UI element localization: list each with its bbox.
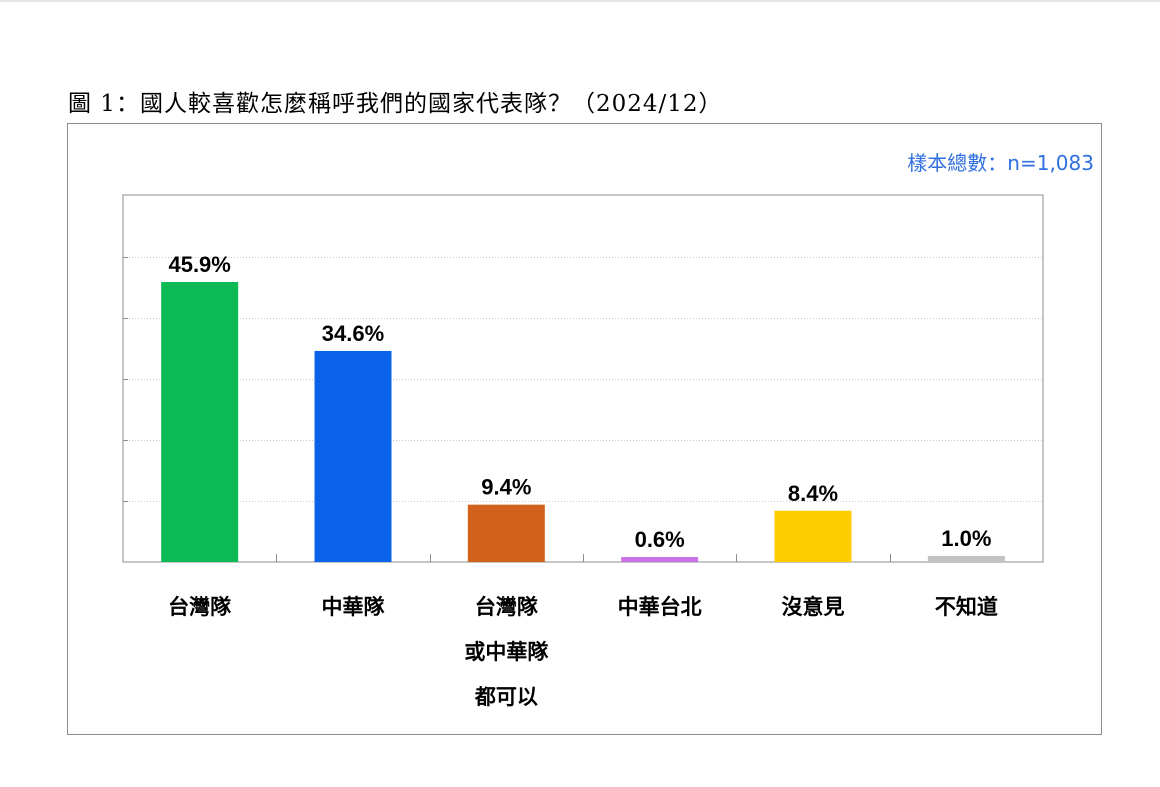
x-tick-label: 台灣隊: [168, 595, 232, 619]
bar: [621, 557, 699, 562]
data-label: 0.6%: [635, 527, 685, 552]
x-tick-label: 不知道: [935, 595, 998, 619]
data-label: 8.4%: [788, 481, 838, 506]
bar: [161, 282, 239, 562]
sample-size-note: 樣本總數：n=1,083: [907, 151, 1094, 175]
data-label: 34.6%: [322, 321, 384, 346]
data-label: 1.0%: [941, 526, 991, 551]
x-tick-label: 或中華隊: [464, 640, 549, 664]
x-tick-label: 都可以: [474, 685, 538, 709]
x-tick-label: 中華隊: [322, 595, 386, 619]
bar: [467, 504, 545, 562]
plot-area: [122, 194, 1044, 563]
chart-frame: [67, 123, 1102, 735]
data-label: 9.4%: [481, 475, 531, 500]
bar: [314, 350, 392, 562]
x-tick-label: 中華台北: [618, 595, 702, 619]
bar: [927, 555, 1005, 562]
data-label: 45.9%: [168, 252, 230, 277]
top-rule: [0, 0, 1160, 2]
figure-title: 圖 1：國人較喜歡怎麼稱呼我們的國家代表隊？（2024/12）: [68, 91, 723, 117]
bar: [774, 510, 852, 562]
x-tick-label: 台灣隊: [475, 595, 539, 619]
x-tick-label: 沒意見: [782, 595, 845, 619]
